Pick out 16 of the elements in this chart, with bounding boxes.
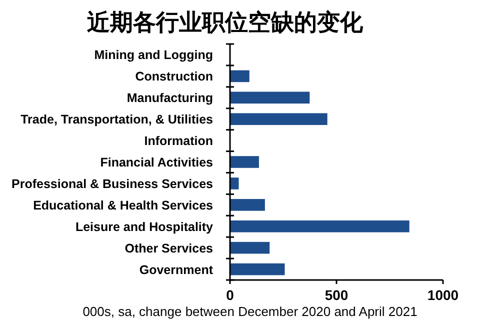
x-tick-label: 0 xyxy=(226,287,234,303)
x-tick-label: 1000 xyxy=(427,287,459,303)
y-tick-label: Government xyxy=(139,262,214,277)
y-tick-label: Construction xyxy=(135,70,213,84)
y-tick-label: Information xyxy=(144,134,213,148)
y-tick-label: Other Services xyxy=(124,241,214,256)
y-tick-label: Financial Activities xyxy=(100,156,214,170)
x-tick-label: 500 xyxy=(324,287,348,303)
y-tick-label: Leisure and Hospitality xyxy=(75,220,214,234)
y-tick-label: Professional & Business Services xyxy=(12,176,214,191)
y-tick-label: Trade, Transportation, & Utilities xyxy=(20,112,214,127)
y-tick-label: Manufacturing xyxy=(126,91,213,106)
y-tick-label: Mining and Logging xyxy=(94,48,213,62)
y-tick-label: Educational & Health Services xyxy=(33,198,214,212)
x-axis-title: 000s, sa, change between December 2020 and April 2021 xyxy=(82,304,418,319)
chart-title: 近期各行业职位空缺的变化 xyxy=(86,9,364,36)
